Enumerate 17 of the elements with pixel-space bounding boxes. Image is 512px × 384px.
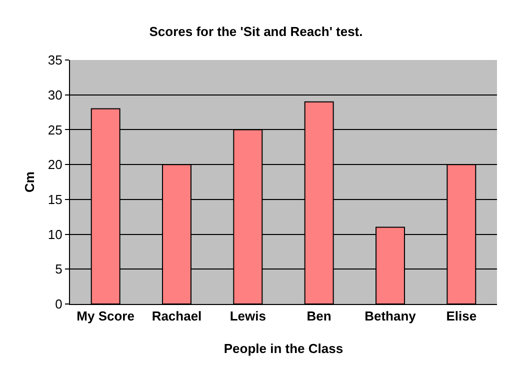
y-tick-label: 10 <box>48 226 62 242</box>
y-tick-label: 0 <box>55 296 62 312</box>
y-tick-label: 35 <box>48 52 62 68</box>
x-tick-label: Rachael <box>152 308 202 324</box>
y-tick-label: 30 <box>48 87 62 102</box>
x-axis-title: People in the Class <box>224 341 344 356</box>
x-tick-label: Bethany <box>364 308 417 324</box>
y-tick-label: 15 <box>48 192 62 207</box>
y-axis-title: Cm <box>22 172 37 192</box>
x-tick-label: Lewis <box>230 308 266 324</box>
y-tick-label: 25 <box>48 122 62 138</box>
x-tick-label: My Score <box>76 308 134 324</box>
y-tick-label: 5 <box>55 262 62 277</box>
x-tick-label: Ben <box>306 308 332 324</box>
x-tick-label: Elise <box>446 308 477 324</box>
y-tick-label: 20 <box>48 157 62 172</box>
chart-title: Scores for the 'Sit and Reach' test. <box>149 24 363 39</box>
